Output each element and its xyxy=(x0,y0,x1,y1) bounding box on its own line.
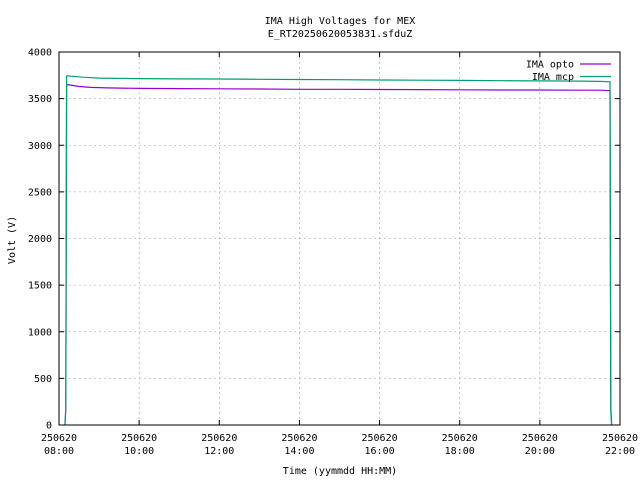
x-tick-time: 14:00 xyxy=(284,446,314,457)
y-tick-label: 2500 xyxy=(28,187,52,198)
y-tick-label: 2000 xyxy=(28,234,52,245)
chart-title: IMA High Voltages for MEX xyxy=(265,16,416,27)
grid xyxy=(59,52,620,425)
y-tick-label: 3500 xyxy=(28,94,52,105)
y-tick-label: 3000 xyxy=(28,141,52,152)
x-tick-date: 250620 xyxy=(121,433,157,444)
series-line-0 xyxy=(64,83,613,426)
x-tick-time: 20:00 xyxy=(525,446,555,457)
x-tick-date: 250620 xyxy=(602,433,638,444)
x-axis-label: Time (yymmdd HH:MM) xyxy=(283,466,397,477)
x-tick-date: 250620 xyxy=(41,433,77,444)
y-axis-label: Volt (V) xyxy=(7,216,18,264)
x-tick-date: 250620 xyxy=(281,433,317,444)
series-line-1 xyxy=(64,75,613,426)
chart-subtitle: E_RT20250620053831.sfduZ xyxy=(268,29,413,40)
legend-label-0: IMA opto xyxy=(526,60,574,71)
y-tick-label: 1000 xyxy=(28,327,52,338)
x-tick-time: 12:00 xyxy=(204,446,234,457)
y-tick-label: 500 xyxy=(34,374,52,385)
series-group xyxy=(64,75,613,426)
x-tick-date: 250620 xyxy=(362,433,398,444)
x-tick-date: 250620 xyxy=(442,433,478,444)
y-tick-label: 0 xyxy=(46,421,52,432)
x-tick-time: 18:00 xyxy=(445,446,475,457)
x-tick-time: 22:00 xyxy=(605,446,635,457)
x-tick-date: 250620 xyxy=(522,433,558,444)
x-tick-time: 08:00 xyxy=(44,446,74,457)
x-tick-time: 16:00 xyxy=(365,446,395,457)
y-tick-label: 4000 xyxy=(28,48,52,59)
x-tick-date: 250620 xyxy=(201,433,237,444)
plot-frame xyxy=(58,51,621,426)
y-axis: 0 500 1000 1500 2000 2500 3000 3500 4000 xyxy=(28,48,620,432)
x-tick-time: 10:00 xyxy=(124,446,154,457)
y-tick-label: 1500 xyxy=(28,281,52,292)
legend-label-1: IMA mcp xyxy=(532,72,574,83)
x-axis: 250620 08:00 250620 10:00 250620 12:00 250620 1… xyxy=(41,52,638,457)
